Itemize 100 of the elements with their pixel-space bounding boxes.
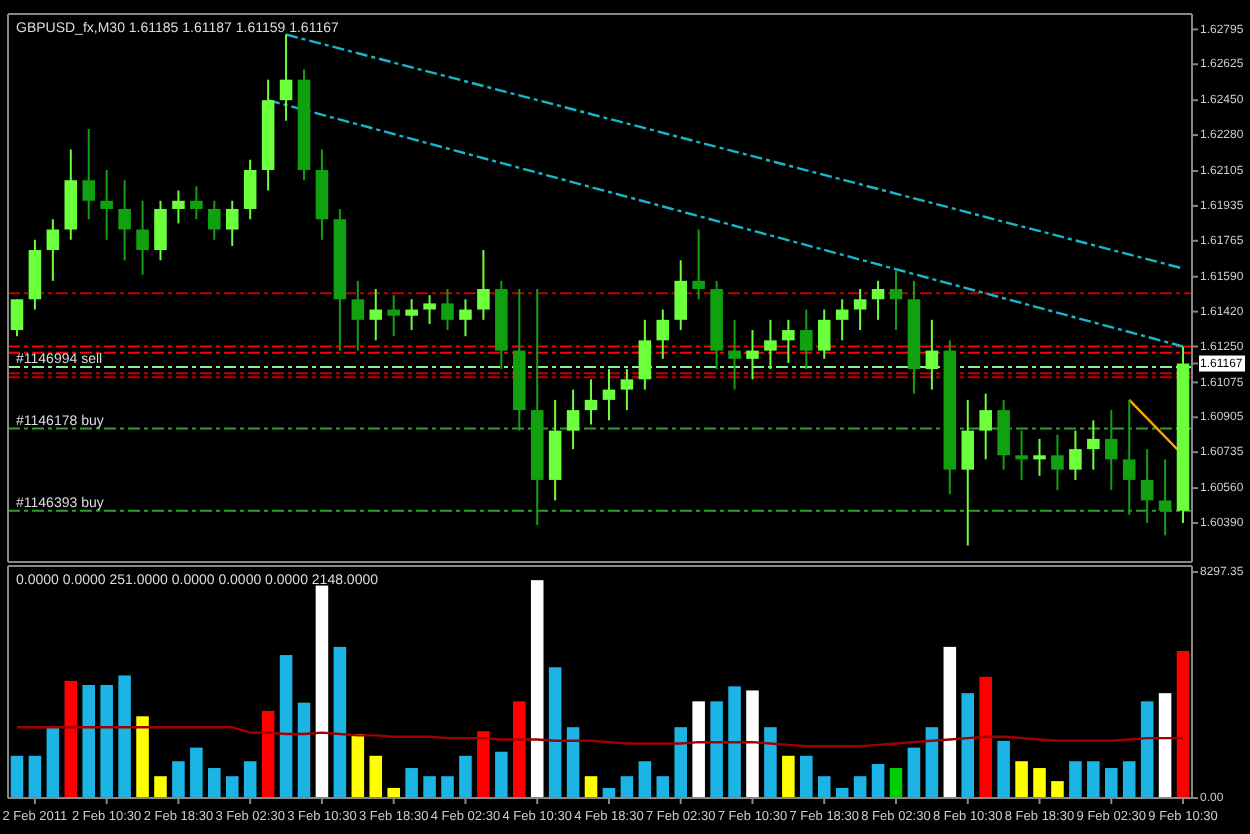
bar <box>584 776 598 798</box>
candlestick <box>172 189 185 225</box>
candlestick <box>369 288 383 342</box>
candlestick <box>728 318 741 391</box>
bar <box>441 776 454 798</box>
bar <box>1051 781 1064 798</box>
candlestick <box>638 318 652 391</box>
bar <box>548 667 562 798</box>
bar <box>46 727 60 798</box>
bar <box>764 727 777 798</box>
candlestick <box>835 298 849 342</box>
candlestick <box>889 269 903 332</box>
bar <box>351 734 365 798</box>
bar <box>728 686 741 798</box>
bar <box>656 776 670 798</box>
candlestick <box>405 298 418 332</box>
bar <box>208 768 221 798</box>
bar <box>172 761 185 798</box>
candlestick <box>997 398 1010 471</box>
bar <box>943 646 957 798</box>
candlestick <box>979 392 992 461</box>
bar <box>1015 761 1028 798</box>
candlestick <box>746 329 759 381</box>
bar <box>28 755 42 798</box>
line-series <box>15 726 1185 748</box>
candlestick <box>10 298 24 338</box>
candlestick <box>1069 429 1082 481</box>
bar <box>225 776 239 798</box>
bar <box>566 727 580 798</box>
bar <box>387 787 400 798</box>
bar <box>782 755 795 798</box>
candlestick <box>674 259 688 332</box>
candlestick <box>279 33 293 122</box>
candlestick <box>584 378 598 426</box>
candlestick <box>566 388 580 451</box>
candlestick <box>1015 429 1028 481</box>
candlestick <box>1087 419 1100 471</box>
candlestick <box>656 308 670 360</box>
bar <box>333 646 347 798</box>
bar <box>1140 701 1154 798</box>
bar <box>530 580 544 798</box>
bar <box>1176 650 1190 798</box>
candlestick <box>692 228 705 301</box>
candlestick <box>853 288 867 332</box>
bar <box>315 585 329 798</box>
bar <box>154 776 167 798</box>
candlestick <box>1051 433 1064 492</box>
candlestick <box>118 179 131 262</box>
candlestick <box>961 398 975 547</box>
candlestick <box>782 318 795 364</box>
bar <box>82 685 96 798</box>
bar <box>64 680 78 798</box>
bar <box>512 701 526 798</box>
candlestick <box>800 308 813 371</box>
candlestick <box>136 199 149 276</box>
candlestick <box>190 185 203 221</box>
bar <box>10 755 24 798</box>
bar <box>190 747 203 798</box>
bar <box>800 755 813 798</box>
bar <box>674 727 688 798</box>
bar <box>405 768 418 798</box>
bar <box>817 776 831 798</box>
candlestick <box>764 318 777 371</box>
bar <box>961 693 975 798</box>
bar <box>889 768 903 798</box>
candlestick <box>1033 437 1046 477</box>
bar <box>459 755 472 798</box>
bar <box>261 710 275 798</box>
candlestick <box>817 308 831 360</box>
candlestick <box>1140 448 1154 524</box>
bar <box>638 761 652 798</box>
bar <box>979 676 992 798</box>
bar <box>243 761 257 798</box>
bar <box>297 702 311 798</box>
candlestick <box>1158 458 1172 537</box>
bar <box>118 675 131 798</box>
bar <box>100 685 113 798</box>
bar <box>1087 761 1100 798</box>
candlestick <box>925 318 939 391</box>
candlestick <box>620 368 634 412</box>
bar <box>997 740 1010 798</box>
candlestick <box>243 158 257 221</box>
candlestick <box>1122 398 1136 516</box>
bar <box>692 701 705 798</box>
candlestick <box>351 279 365 352</box>
bar <box>423 776 436 798</box>
bar <box>369 755 383 798</box>
candlestick <box>208 199 221 241</box>
candlestick <box>459 298 472 338</box>
bar <box>853 776 867 798</box>
bar <box>477 731 490 798</box>
candlestick <box>225 199 239 247</box>
bar <box>907 747 921 798</box>
candlestick <box>1104 409 1118 492</box>
candlestick <box>387 294 400 338</box>
candlestick <box>871 279 885 321</box>
candlestick <box>82 127 96 221</box>
candlestick <box>602 368 616 422</box>
bar <box>871 763 885 798</box>
candlestick <box>441 288 454 332</box>
